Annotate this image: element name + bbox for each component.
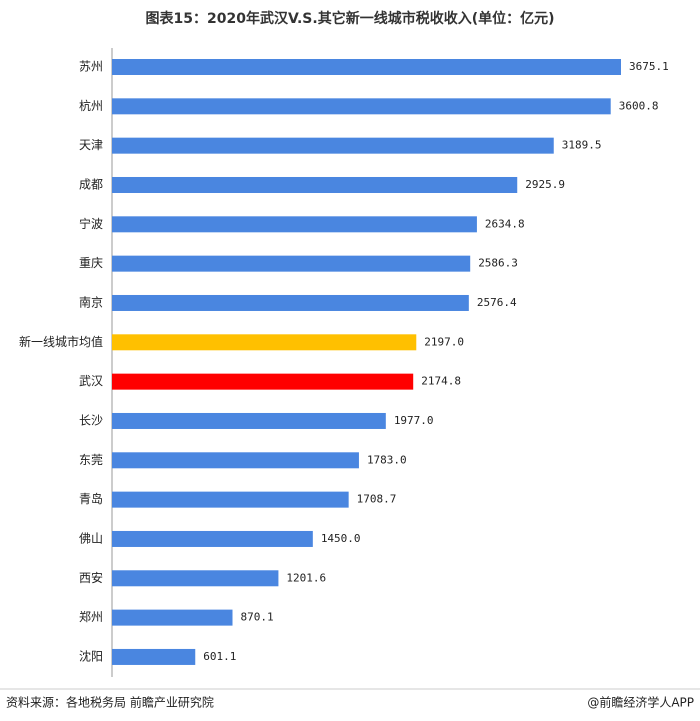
bar [112,255,471,272]
chart-title: 图表15：2020年武汉V.S.其它新一线城市税收收入(单位：亿元) [146,10,555,27]
bar [112,530,313,547]
category-label: 杭州 [79,98,103,113]
bar [112,59,621,75]
category-label: 重庆 [79,256,103,270]
bar [112,98,611,115]
category-label: 沈阳 [79,648,103,663]
source: 资料来源：各地税务局 前瞻产业研究院 [6,695,214,710]
value-label: 2634.8 [485,217,525,230]
value-label: 1977.0 [394,414,434,427]
value-label: 601.1 [203,650,236,663]
category-label: 南京 [79,294,103,309]
bar [112,452,359,469]
category-label: 长沙 [79,413,103,427]
value-label: 2174.8 [421,375,461,388]
bar [112,491,349,508]
category-label: 苏州 [79,60,103,74]
category-label: 郑州 [79,609,103,624]
category-label: 新一线城市均值 [19,334,103,349]
value-label: 2576.4 [477,296,517,309]
bar [112,412,386,429]
bar [112,176,518,193]
bar [112,609,233,626]
category-label: 西安 [79,570,103,585]
bar [112,334,417,351]
value-label: 2586.3 [478,257,518,270]
value-label: 1450.0 [321,532,361,545]
value-label: 1201.6 [286,571,326,584]
bar [112,648,196,665]
category-label: 青岛 [79,491,103,506]
bar [112,216,477,233]
value-label: 1783.0 [367,453,407,466]
credit: @前瞻经济学人APP [587,695,694,710]
value-label: 3189.5 [562,139,602,152]
category-label: 佛山 [79,531,103,545]
value-label: 870.1 [241,611,274,624]
category-label: 天津 [79,138,103,152]
bar [112,294,469,311]
value-label: 2197.0 [424,335,464,348]
category-label: 宁波 [79,216,103,231]
value-label: 1708.7 [357,493,397,506]
category-label: 武汉 [79,374,103,388]
bar [112,373,414,390]
value-label: 3600.8 [619,99,659,112]
bar [112,570,279,587]
bar [112,137,554,154]
category-label: 东莞 [79,453,103,467]
value-label: 2925.9 [525,178,565,191]
value-label: 3675.1 [629,60,669,73]
category-label: 成都 [79,177,103,191]
